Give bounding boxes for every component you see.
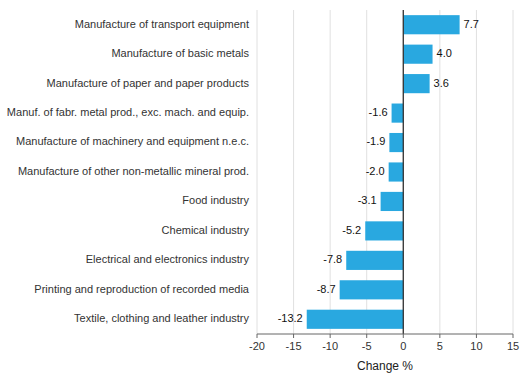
bars: [307, 15, 460, 329]
category-label: Chemical industry: [162, 224, 250, 236]
category-label: Electrical and electronics industry: [86, 253, 250, 265]
bar: [340, 280, 404, 299]
category-label: Printing and reproduction of recorded me…: [34, 283, 250, 295]
x-tick-label: -5: [362, 340, 372, 352]
grid-line: [293, 10, 294, 334]
x-tick: [293, 334, 294, 338]
bar: [389, 162, 404, 181]
grid: [257, 10, 513, 334]
x-tick: [439, 334, 440, 338]
bar: [403, 45, 432, 64]
category-label: Manuf. of fabr. metal prod., exc. mach. …: [7, 106, 249, 118]
x-tick: [513, 334, 514, 338]
zero-line: [403, 10, 404, 334]
data-label: -1.9: [366, 135, 385, 147]
x-tick: [403, 334, 404, 338]
y-axis-labels: Textile, clothing and leather industry Pr…: [7, 18, 250, 325]
data-label: -1.6: [369, 106, 388, 118]
category-label: Manufacture of transport equipment: [75, 18, 249, 30]
data-label: -3.1: [358, 194, 377, 206]
chart: Textile, clothing and leather industry Pr…: [0, 0, 529, 378]
bar: [365, 221, 403, 240]
x-tick: [330, 334, 331, 338]
bar: [392, 104, 404, 123]
category-label: Manufacture of basic metals: [111, 47, 249, 59]
data-label: -7.8: [323, 253, 342, 265]
chart-container: Textile, clothing and leather industry Pr…: [0, 0, 529, 378]
x-tick-label: -10: [322, 340, 338, 352]
grid-line: [257, 10, 258, 334]
category-label: Food industry: [182, 194, 249, 206]
category-label: Manufacture of paper and paper products: [47, 77, 250, 89]
data-label: 3.6: [434, 77, 449, 89]
grid-line: [403, 10, 404, 334]
x-tick-label: 0: [400, 340, 406, 352]
bar: [389, 133, 403, 152]
bar: [307, 310, 404, 329]
grid-line: [513, 10, 514, 334]
x-tick: [476, 334, 477, 338]
data-label: 4.0: [437, 47, 452, 59]
data-label: 7.7: [464, 18, 479, 30]
bar: [346, 251, 403, 270]
x-tick: [366, 334, 367, 338]
x-tick-label: 15: [507, 340, 519, 352]
data-labels: -13.2 -8.7 -7.8 -5.2 -3.1 -2.0 -1.9 -1.6 3.6 4.0 7…: [278, 18, 479, 325]
category-label: Textile, clothing and leather industry: [74, 312, 249, 324]
bar: [403, 74, 429, 93]
data-label: -13.2: [278, 312, 303, 324]
category-label: Manufacture of other non-metallic minera…: [18, 165, 249, 177]
x-tick-label: -20: [249, 340, 265, 352]
grid-line: [476, 10, 477, 334]
x-tick-label: 5: [437, 340, 443, 352]
x-axis: -20 -15 -10 -5 0 5 10 15: [249, 334, 519, 352]
x-tick-label: 10: [470, 340, 482, 352]
data-label: -2.0: [366, 165, 385, 177]
x-axis-line: [257, 334, 513, 335]
x-axis-title: Change %: [357, 359, 413, 373]
bar: [381, 192, 404, 211]
x-tick-label: -15: [286, 340, 302, 352]
x-tick: [257, 334, 258, 338]
data-label: -8.7: [317, 283, 336, 295]
data-label: -5.2: [342, 224, 361, 236]
bar: [403, 15, 459, 34]
category-label: Manufacture of machinery and equipment n…: [16, 135, 249, 147]
